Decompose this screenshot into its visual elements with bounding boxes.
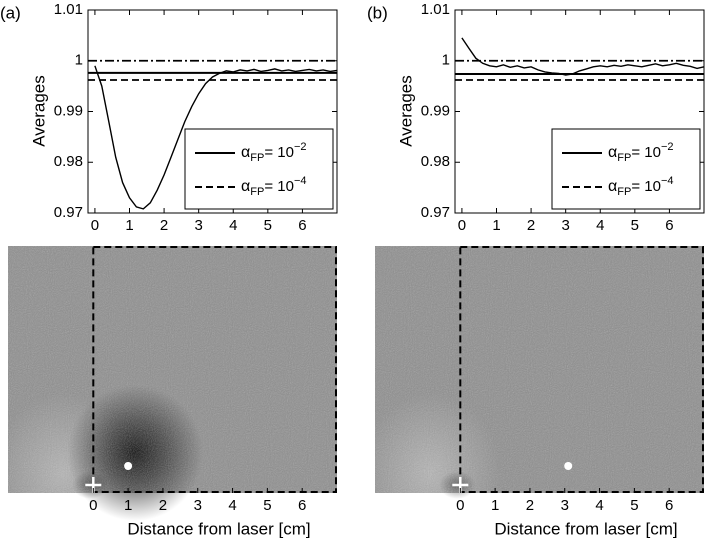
- x-tick-label: 3: [561, 497, 569, 514]
- x-tick-label: 6: [665, 497, 673, 514]
- x-tick-label: 2: [159, 497, 167, 514]
- y-tick-label: 0.98: [54, 153, 83, 170]
- x-tick-label: 5: [631, 217, 639, 234]
- minimum-marker: [564, 462, 573, 470]
- legend-sup: −4: [294, 175, 307, 187]
- x-tick-label: 1: [124, 497, 132, 514]
- image-noise: [375, 246, 704, 493]
- x-tick-label: 1: [125, 217, 133, 234]
- x-tick-label: 5: [264, 217, 272, 234]
- legend-alpha: α: [241, 144, 250, 161]
- x-tick-label: 2: [526, 497, 534, 514]
- minimum-marker: [124, 462, 133, 470]
- x-tick-label: 6: [665, 217, 673, 234]
- legend-sub: FP: [250, 152, 264, 164]
- x-tick-label: 5: [630, 497, 638, 514]
- analysis-region: [459, 246, 704, 493]
- x-tick-label: 3: [194, 497, 202, 514]
- x-tick-label: 0: [91, 217, 99, 234]
- x-tick-label: 2: [527, 217, 535, 234]
- x-tick-label: 4: [595, 497, 603, 514]
- x-tick-label: 4: [229, 217, 237, 234]
- x-tick-label: 1: [492, 217, 500, 234]
- x-axis-label: Distance from laser [cm]: [494, 519, 677, 538]
- legend-alpha: α: [241, 178, 250, 195]
- image-noise: [8, 246, 337, 493]
- x-tick-label: 6: [298, 497, 306, 514]
- legend-label: αFP= 10−2: [241, 141, 306, 164]
- x-tick-label: 0: [458, 217, 466, 234]
- x-axis-label: Distance from laser [cm]: [127, 519, 310, 538]
- legend-text: = 10: [264, 178, 294, 195]
- analysis-region: [92, 246, 337, 493]
- legend-alpha: α: [608, 178, 617, 195]
- y-axis-label: Averages: [396, 75, 415, 147]
- plot-frame: [87, 9, 338, 214]
- legend-sub: FP: [250, 186, 264, 198]
- y-axis-label: Averages: [29, 75, 48, 147]
- y-tick-label: 1.01: [54, 1, 83, 18]
- legend-label: αFP= 10−4: [241, 175, 306, 198]
- y-tick-label: 0.99: [421, 102, 450, 119]
- x-tick-label: 6: [298, 217, 306, 234]
- data-line: [461, 37, 705, 76]
- legend-label: αFP= 10−2: [608, 141, 673, 164]
- legend-sub: FP: [617, 152, 631, 164]
- x-tick-label: 2: [160, 217, 168, 234]
- legend: [551, 128, 701, 210]
- y-tick-label: 0.97: [421, 204, 450, 221]
- legend-text: = 10: [264, 144, 294, 161]
- y-tick-label: 0.98: [421, 153, 450, 170]
- data-line: [94, 65, 338, 210]
- x-tick-label: 0: [89, 497, 97, 514]
- y-tick-label: 0.97: [54, 204, 83, 221]
- x-tick-label: 5: [263, 497, 271, 514]
- legend-text: = 10: [631, 178, 661, 195]
- y-tick-label: 1: [75, 52, 83, 69]
- x-tick-label: 4: [596, 217, 604, 234]
- legend-text: = 10: [631, 144, 661, 161]
- legend-label: αFP= 10−4: [608, 175, 673, 198]
- x-tick-label: 3: [561, 217, 569, 234]
- legend-sub: FP: [617, 186, 631, 198]
- legend-sup: −2: [661, 141, 674, 153]
- x-tick-label: 0: [456, 497, 464, 514]
- legend: [184, 128, 334, 210]
- panel-label: (b): [367, 3, 388, 22]
- panel-label: (a): [0, 3, 21, 22]
- legend-sup: −4: [661, 175, 674, 187]
- y-tick-label: 1.01: [421, 1, 450, 18]
- legend-sup: −2: [294, 141, 307, 153]
- x-tick-label: 3: [194, 217, 202, 234]
- y-tick-label: 0.99: [54, 102, 83, 119]
- x-tick-label: 4: [228, 497, 236, 514]
- legend-alpha: α: [608, 144, 617, 161]
- x-tick-label: 1: [491, 497, 499, 514]
- y-tick-label: 1: [442, 52, 450, 69]
- plot-frame: [454, 9, 705, 214]
